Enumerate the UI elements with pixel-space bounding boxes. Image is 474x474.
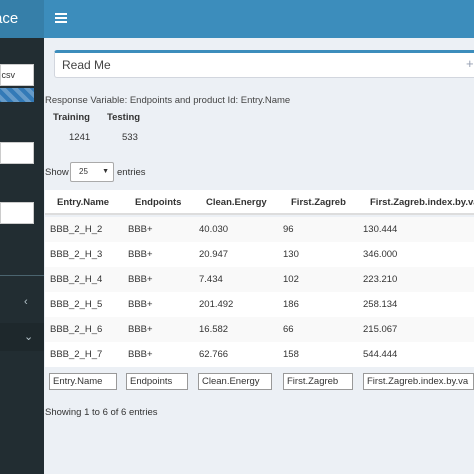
cell-clean-energy: 7.434 — [199, 274, 223, 285]
table-row: BBB_2_H_4 BBB+ 7.434 102 223.210 — [45, 267, 474, 292]
response-variable-text: Response Variable: Endpoints and product… — [45, 95, 291, 106]
cell-first-zagreb-index: 130.444 — [363, 224, 398, 235]
page-length-value: 25 — [79, 167, 88, 176]
readme-title: Read Me — [62, 58, 111, 72]
training-header: Training — [53, 112, 90, 123]
expand-plus-icon[interactable]: + — [466, 56, 474, 71]
cell-clean-energy: 201.492 — [199, 299, 234, 310]
cell-clean-energy: 62.766 — [199, 349, 229, 360]
filter-endpoints[interactable]: Endpoints — [126, 373, 188, 390]
filter-first-zagreb-index[interactable]: First.Zagreb.index.by.va — [363, 373, 474, 390]
filter-clean-energy[interactable]: Clean.Energy — [198, 373, 272, 390]
cell-endpoints: BBB+ — [128, 224, 153, 235]
table-row: BBB_2_H_3 BBB+ 20.947 130 346.000 — [45, 242, 474, 267]
show-label: Show — [45, 167, 69, 178]
sidebar-divider — [0, 275, 44, 276]
testing-count: 533 — [122, 132, 138, 143]
sidebar-toggle-icon[interactable] — [55, 13, 67, 23]
readme-box[interactable]: Read Me + — [54, 50, 474, 78]
cell-first-zagreb-index: 258.134 — [363, 299, 398, 310]
cell-first-zagreb: 186 — [283, 299, 299, 310]
cell-entry-name: BBB_2_H_7 — [50, 349, 103, 360]
filter-first-zagreb[interactable]: First.Zagreb — [283, 373, 353, 390]
table-row: BBB_2_H_7 BBB+ 62.766 158 544.444 — [45, 342, 474, 367]
cell-endpoints: BBB+ — [128, 349, 153, 360]
table-row: BBB_2_H_6 BBB+ 16.582 66 215.067 — [45, 317, 474, 342]
cell-endpoints: BBB+ — [128, 274, 153, 285]
cell-entry-name: BBB_2_H_5 — [50, 299, 103, 310]
column-header-first-zagreb[interactable]: First.Zagreb — [291, 197, 346, 208]
sidebar-input-2[interactable] — [0, 202, 34, 224]
filter-entry-name[interactable]: Entry.Name — [49, 373, 117, 390]
page-length-select[interactable]: 25 ▼ — [70, 162, 114, 182]
column-header-clean-energy[interactable]: Clean.Energy — [206, 197, 267, 208]
cell-first-zagreb: 96 — [283, 224, 294, 235]
cell-endpoints: BBB+ — [128, 299, 153, 310]
cell-endpoints: BBB+ — [128, 249, 153, 260]
table-row: BBB_2_H_5 BBB+ 201.492 186 258.134 — [45, 292, 474, 317]
cell-first-zagreb: 158 — [283, 349, 299, 360]
app-brand: ace — [0, 0, 44, 38]
sidebar: .csv ‹ ⌄ — [0, 38, 44, 474]
chevron-down-icon[interactable]: ⌄ — [24, 331, 34, 343]
cell-first-zagreb-index: 544.444 — [363, 349, 398, 360]
table-header-row: Entry.Name Endpoints Clean.Energy First.… — [45, 190, 474, 215]
cell-clean-energy: 16.582 — [199, 324, 229, 335]
testing-header: Testing — [107, 112, 141, 123]
cell-first-zagreb: 66 — [283, 324, 294, 335]
cell-entry-name: BBB_2_H_6 — [50, 324, 103, 335]
cell-first-zagreb: 130 — [283, 249, 299, 260]
upload-progress-bar — [0, 88, 34, 102]
cell-entry-name: BBB_2_H_4 — [50, 274, 103, 285]
file-input[interactable]: .csv — [0, 64, 34, 86]
cell-entry-name: BBB_2_H_2 — [50, 224, 103, 235]
column-header-endpoints[interactable]: Endpoints — [135, 197, 182, 208]
data-table: Entry.Name Endpoints Clean.Energy First.… — [45, 190, 474, 370]
column-header-first-zagreb-index[interactable]: First.Zagreb.index.by.val — [370, 197, 474, 208]
entries-label: entries — [117, 167, 146, 178]
table-row: BBB_2_H_2 BBB+ 40.030 96 130.444 — [45, 217, 474, 242]
cell-first-zagreb: 102 — [283, 274, 299, 285]
cell-first-zagreb-index: 223.210 — [363, 274, 398, 285]
column-header-entry-name[interactable]: Entry.Name — [57, 197, 110, 208]
chevron-left-icon[interactable]: ‹ — [24, 296, 28, 308]
cell-first-zagreb-index: 346.000 — [363, 249, 398, 260]
top-navbar — [44, 0, 474, 38]
sidebar-input-1[interactable] — [0, 142, 34, 164]
dropdown-arrow-icon: ▼ — [102, 168, 109, 175]
cell-entry-name: BBB_2_H_3 — [50, 249, 103, 260]
cell-clean-energy: 20.947 — [199, 249, 229, 260]
cell-endpoints: BBB+ — [128, 324, 153, 335]
cell-first-zagreb-index: 215.067 — [363, 324, 398, 335]
cell-clean-energy: 40.030 — [199, 224, 229, 235]
sidebar-menu-item[interactable] — [0, 323, 44, 351]
training-count: 1241 — [69, 132, 91, 143]
table-info: Showing 1 to 6 of 6 entries — [45, 407, 158, 418]
